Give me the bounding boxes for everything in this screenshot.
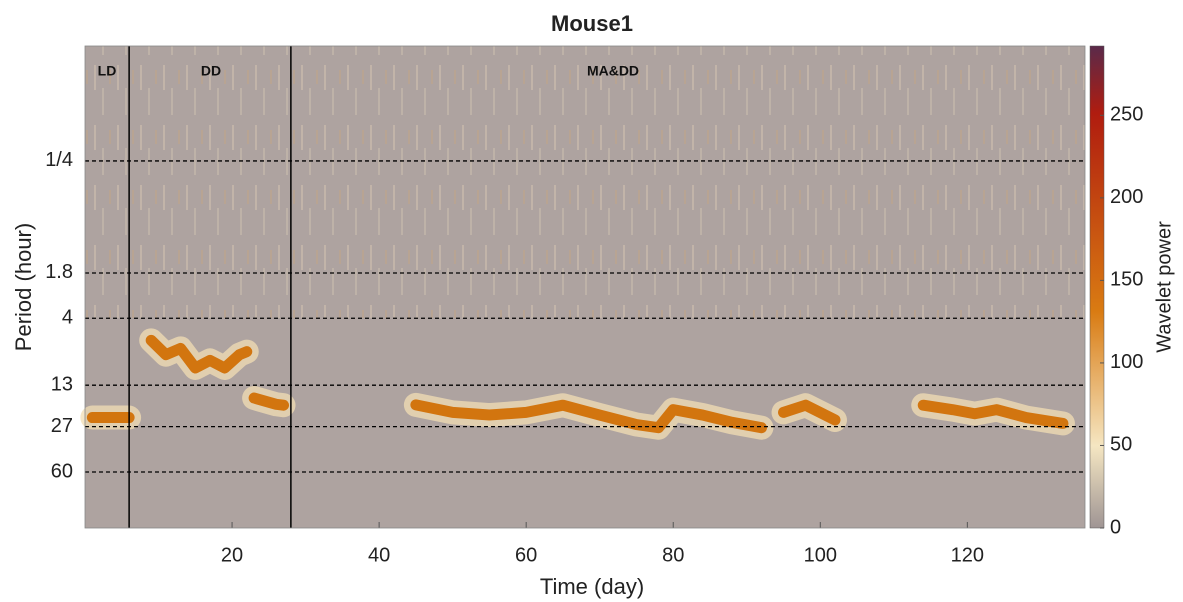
y-tick-label: 4: [62, 307, 73, 329]
colorbar-tick-label: 150: [1110, 269, 1143, 291]
noise-texture: [85, 46, 1085, 318]
annotation: LD: [98, 63, 117, 79]
x-tick-label: 40: [368, 544, 390, 566]
colorbar-tick-label: 100: [1110, 351, 1143, 373]
y-axis-label: Period (hour): [11, 223, 36, 351]
colorbar-tick-label: 50: [1110, 434, 1132, 456]
colorbar: [1089, 45, 1105, 529]
ridge-line: [86, 334, 1069, 434]
colorbar-tick-label: 0: [1110, 516, 1121, 538]
x-axis-label: Time (day): [540, 574, 644, 599]
x-tick-label: 20: [221, 544, 243, 566]
y-tick-label: 60: [51, 460, 73, 482]
plot-frame: [84, 45, 1086, 529]
colorbar-tick-label: 200: [1110, 186, 1143, 208]
chart-title: Mouse1: [551, 11, 633, 36]
y-tick-label: 1.8: [45, 261, 73, 283]
x-tick-label: 80: [662, 544, 684, 566]
y-tick-label: 1/4: [45, 149, 73, 171]
annotation: DD: [201, 63, 221, 79]
annotation: MA&DD: [587, 63, 639, 79]
colorbar-label: Wavelet power: [1153, 221, 1175, 353]
colorbar-tick-label: 250: [1110, 104, 1143, 126]
y-tick-label: 13: [51, 373, 73, 395]
x-tick-label: 100: [804, 544, 837, 566]
x-tick-label: 120: [951, 544, 984, 566]
x-tick-label: 60: [515, 544, 537, 566]
y-tick-label: 27: [51, 415, 73, 437]
